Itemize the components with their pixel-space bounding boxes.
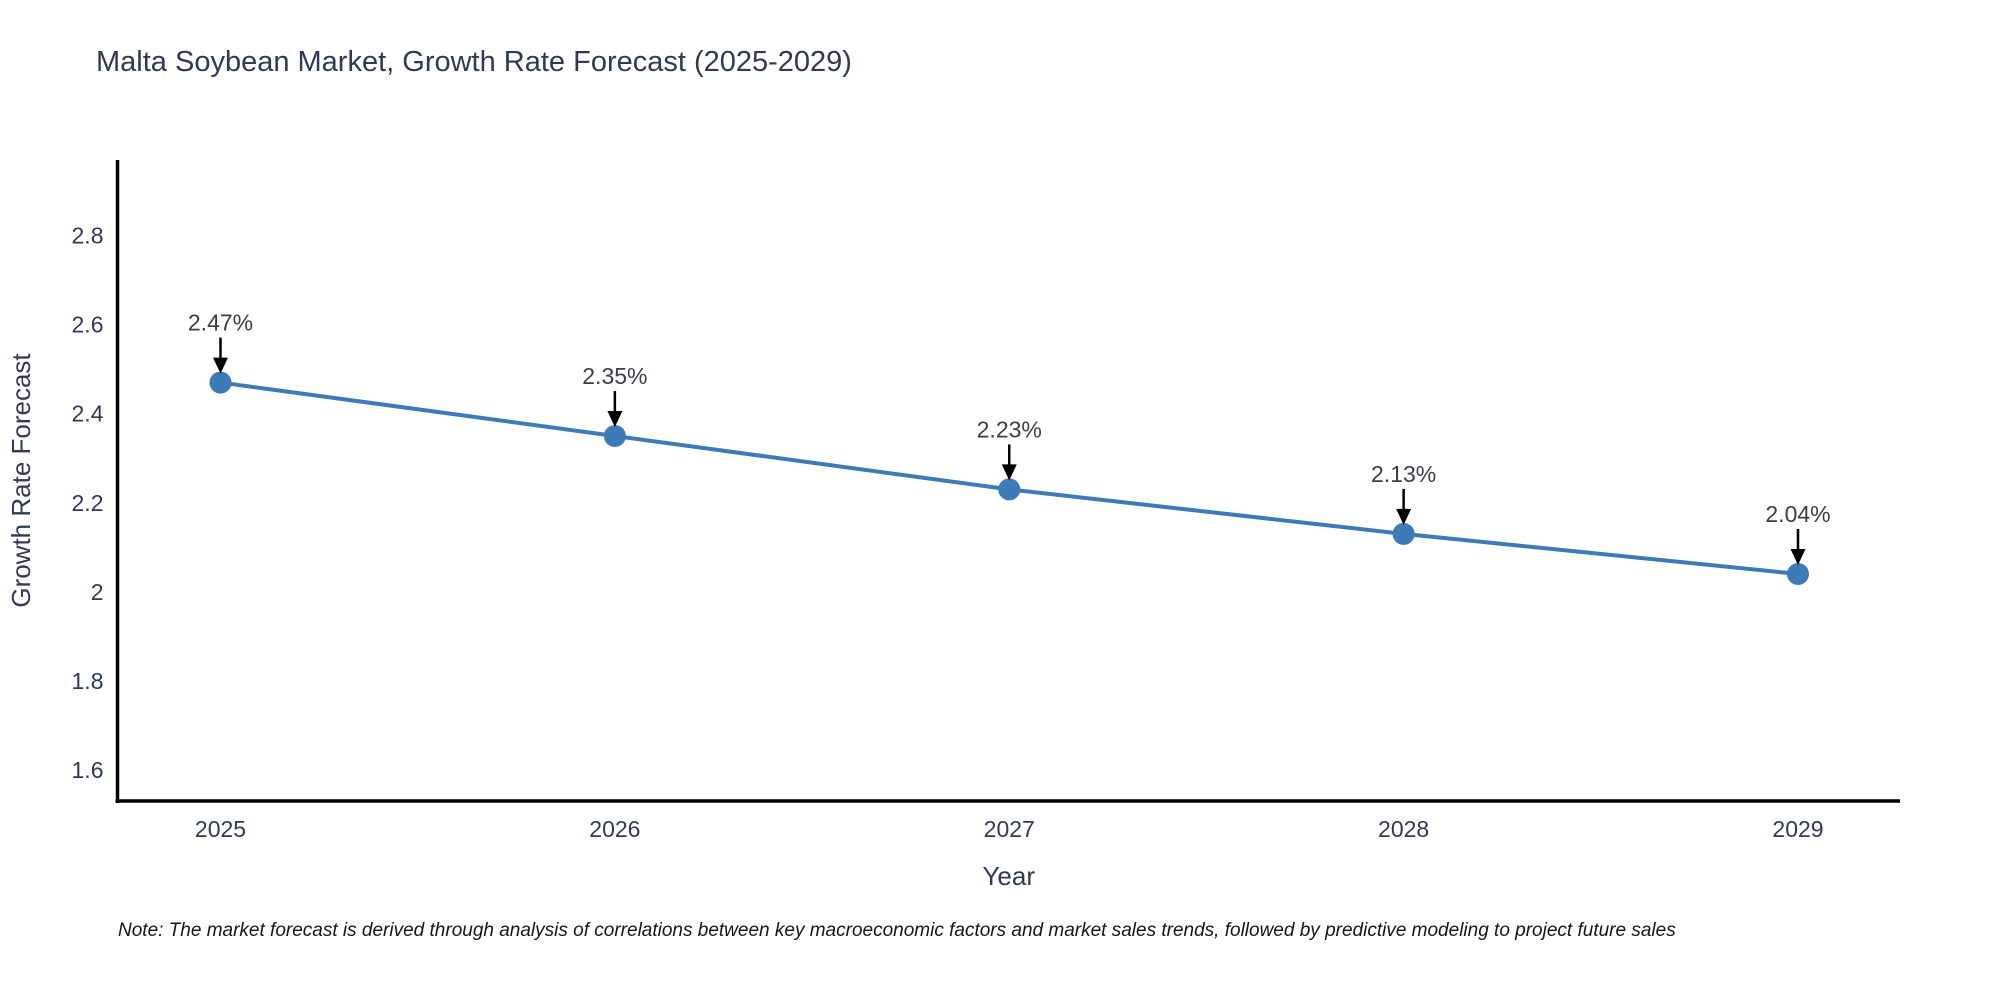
data-point-marker	[1787, 562, 1809, 585]
y-tick-label: 2.6	[72, 312, 104, 338]
y-axis-title: Growth Rate Forecast	[6, 353, 36, 608]
data-point-marker	[998, 478, 1021, 501]
point-annotation-label: 2.23%	[977, 416, 1042, 442]
footnote: Note: The market forecast is derived thr…	[118, 920, 1676, 941]
annotation-arrowhead	[1396, 508, 1412, 525]
x-tick-label: 2026	[589, 816, 640, 842]
data-point-marker	[209, 371, 232, 394]
y-tick-label: 2.4	[72, 401, 104, 427]
y-tick-label: 1.6	[72, 757, 104, 783]
annotation-arrowhead	[1001, 464, 1017, 481]
data-point-marker	[603, 424, 626, 447]
x-axis-title: Year	[982, 861, 1035, 891]
chart-title: Malta Soybean Market, Growth Rate Foreca…	[96, 46, 852, 78]
point-annotation-label: 2.35%	[582, 363, 647, 389]
annotation-arrowhead	[607, 410, 623, 427]
x-tick-label: 2029	[1772, 816, 1823, 842]
annotation-arrowhead	[213, 357, 228, 374]
x-tick-label: 2027	[984, 816, 1035, 842]
x-tick-label: 2025	[195, 816, 246, 842]
point-annotation-label: 2.47%	[188, 310, 253, 336]
annotation-arrowhead	[1790, 548, 1806, 565]
y-tick-label: 2	[91, 579, 104, 605]
point-annotation-label: 2.04%	[1765, 501, 1830, 527]
y-tick-label: 1.8	[72, 668, 104, 694]
x-tick-label: 2028	[1378, 816, 1429, 842]
y-tick-label: 2.2	[72, 490, 104, 516]
data-point-marker	[1392, 522, 1415, 545]
point-annotation-label: 2.13%	[1371, 461, 1436, 487]
y-tick-label: 2.8	[72, 223, 104, 249]
